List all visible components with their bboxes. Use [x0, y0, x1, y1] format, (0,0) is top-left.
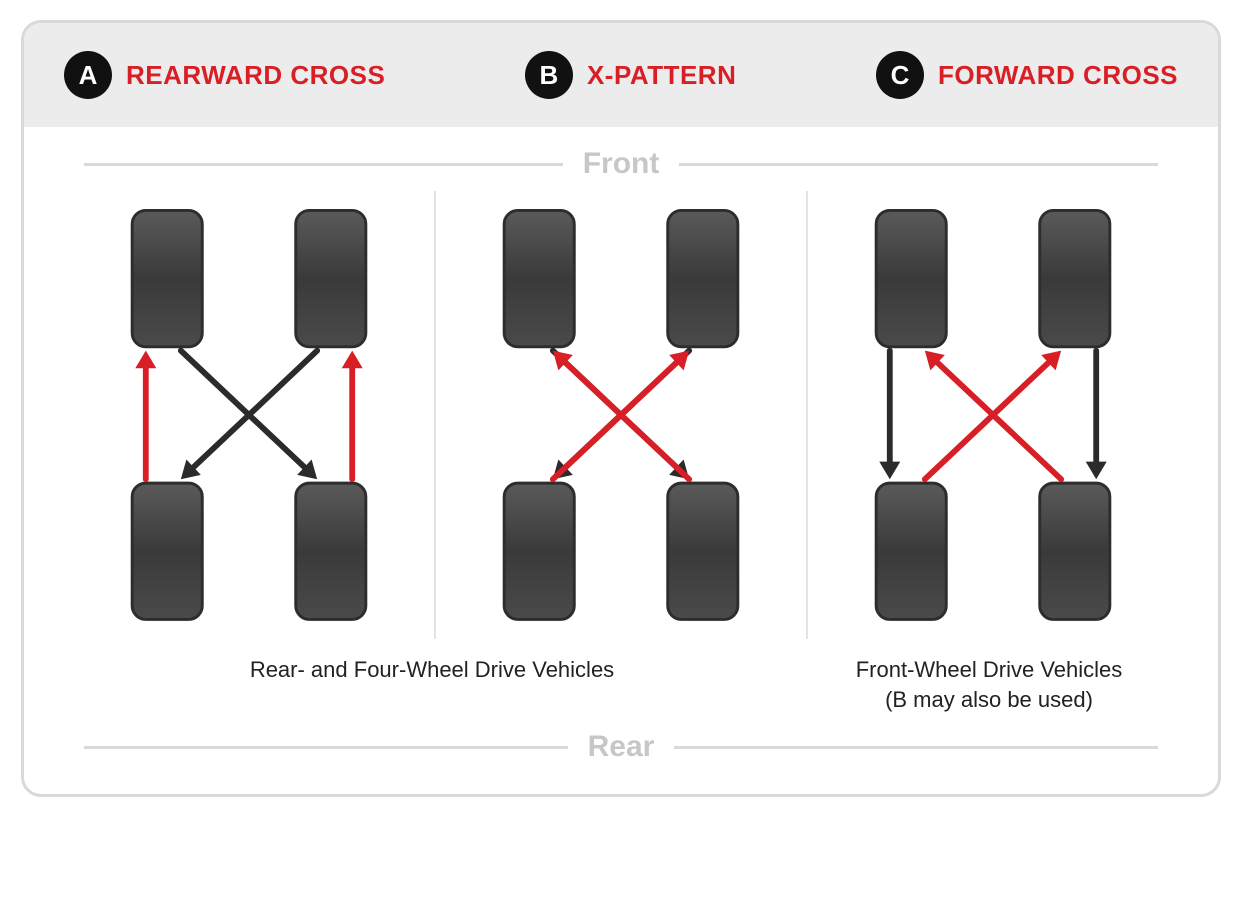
arrow-line — [181, 351, 305, 468]
rear-label-row: Rear — [24, 720, 1218, 794]
divider-line — [84, 746, 568, 749]
panel-b — [434, 191, 806, 639]
header-item-b: B X-PATTERN — [525, 51, 736, 99]
rotation-patterns-card: A REARWARD CROSS B X-PATTERN C FORWARD C… — [21, 20, 1221, 797]
tire-icon — [504, 210, 574, 346]
header-item-a: A REARWARD CROSS — [64, 51, 385, 99]
arrow-head-icon — [1086, 462, 1107, 480]
badge-a: A — [64, 51, 112, 99]
header-label-b: X-PATTERN — [587, 60, 736, 91]
arrow-line — [553, 363, 677, 480]
tire-icon — [876, 210, 946, 346]
arrow-line — [566, 363, 690, 480]
tire-icon — [296, 483, 366, 619]
diagram-a — [64, 191, 434, 639]
caption-left: Rear- and Four-Wheel Drive Vehicles — [64, 649, 800, 720]
caption-right-line2: (B may also be used) — [885, 687, 1093, 712]
header-label-c: FORWARD CROSS — [938, 60, 1178, 91]
caption-right-line1: Front-Wheel Drive Vehicles — [856, 657, 1123, 682]
tire-icon — [1040, 483, 1110, 619]
tire-icon — [132, 210, 202, 346]
arrow-line — [194, 351, 318, 468]
tire-icon — [1040, 210, 1110, 346]
captions-row: Rear- and Four-Wheel Drive Vehicles Fron… — [24, 639, 1218, 720]
arrow-line — [925, 363, 1049, 480]
tire-icon — [132, 483, 202, 619]
diagrams-row — [24, 191, 1218, 639]
arrow-head-icon — [879, 462, 900, 480]
header-bar: A REARWARD CROSS B X-PATTERN C FORWARD C… — [24, 23, 1218, 127]
arrow-line — [938, 363, 1062, 480]
diagram-c — [808, 191, 1178, 639]
tire-icon — [668, 210, 738, 346]
caption-right: Front-Wheel Drive Vehicles (B may also b… — [800, 649, 1178, 720]
divider-line — [84, 163, 563, 166]
arrow-head-icon — [342, 351, 363, 369]
badge-b: B — [525, 51, 573, 99]
divider-line — [679, 163, 1158, 166]
divider-line — [674, 746, 1158, 749]
front-label-row: Front — [24, 127, 1218, 191]
header-item-c: C FORWARD CROSS — [876, 51, 1178, 99]
tire-icon — [668, 483, 738, 619]
tire-icon — [876, 483, 946, 619]
diagram-b — [436, 191, 806, 639]
front-label: Front — [583, 147, 660, 181]
arrow-head-icon — [135, 351, 156, 369]
tire-icon — [504, 483, 574, 619]
panel-a — [64, 191, 434, 639]
rear-label: Rear — [588, 730, 655, 764]
tire-icon — [296, 210, 366, 346]
header-label-a: REARWARD CROSS — [126, 60, 385, 91]
badge-c: C — [876, 51, 924, 99]
panel-c — [806, 191, 1178, 639]
